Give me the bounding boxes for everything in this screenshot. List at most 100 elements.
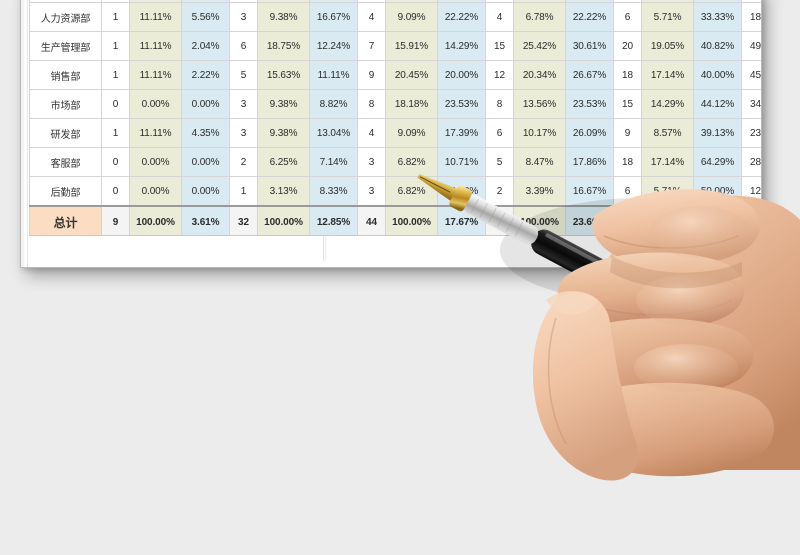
cell-g2-pct-a[interactable]: 6.25% <box>257 147 310 177</box>
cell-g2-count[interactable]: 2 <box>229 147 258 177</box>
cell-g1-count[interactable]: 9 <box>101 205 130 238</box>
cell-department[interactable]: 后勤部 <box>29 176 102 207</box>
cell-g4-pct-a[interactable]: 6.78% <box>513 2 566 32</box>
cell-total-count[interactable]: 249 <box>741 205 761 238</box>
cell-g4-pct-a[interactable]: 13.56% <box>513 89 566 119</box>
cell-g1-pct-b[interactable]: 0.00% <box>181 147 230 177</box>
cell-g3-count[interactable]: 3 <box>357 147 386 177</box>
cell-g5-pct-b[interactable]: 40.82% <box>693 31 742 61</box>
cell-g2-count[interactable]: 1 <box>229 176 258 207</box>
cell-g4-count[interactable]: 6 <box>485 118 514 148</box>
cell-g5-count[interactable]: 9 <box>613 118 642 148</box>
cell-department[interactable]: 客服部 <box>29 147 102 177</box>
cell-g2-count[interactable]: 32 <box>229 205 258 238</box>
cell-g3-pct-b[interactable]: 17.67% <box>437 205 486 238</box>
cell-g3-pct-a[interactable]: 20.45% <box>385 60 438 90</box>
cell-g5-pct-a[interactable]: 8.57% <box>641 118 694 148</box>
cell-g5-count[interactable]: 6 <box>613 176 642 207</box>
cell-g5-pct-a[interactable]: 5.71% <box>641 176 694 207</box>
cell-g4-pct-b[interactable]: 23.53% <box>565 89 614 119</box>
cell-g2-count[interactable]: 3 <box>229 118 258 148</box>
cell-g5-pct-a[interactable]: 17.14% <box>641 147 694 177</box>
cell-g3-pct-b[interactable]: 22.22% <box>437 2 486 32</box>
cell-g3-pct-b[interactable]: 14.29% <box>437 31 486 61</box>
table-row[interactable]: 客服部 0 0.00% 0.00% 2 6.25% 7.14% 3 6.82% … <box>29 147 761 177</box>
cell-g5-pct-b[interactable]: 64.29% <box>693 147 742 177</box>
cell-g1-pct-a[interactable]: 100.00% <box>129 205 182 238</box>
table-total-row[interactable]: 总计 9 100.00% 3.61% 32 100.00% 12.85% 44 … <box>29 205 761 238</box>
cell-g2-count[interactable]: 3 <box>229 2 258 32</box>
cell-g4-pct-a[interactable]: 20.34% <box>513 60 566 90</box>
cell-total-count[interactable]: 18 <box>741 2 761 32</box>
cell-g3-pct-a[interactable]: 9.09% <box>385 2 438 32</box>
sheet-empty-rows[interactable] <box>29 235 755 261</box>
cell-g5-count[interactable]: 15 <box>613 89 642 119</box>
cell-g1-pct-b[interactable]: 2.22% <box>181 60 230 90</box>
cell-g1-count[interactable]: 1 <box>101 60 130 90</box>
cell-g2-pct-b[interactable]: 7.14% <box>309 147 358 177</box>
cell-g3-count[interactable]: 3 <box>357 176 386 207</box>
cell-g4-pct-a[interactable]: 8.47% <box>513 147 566 177</box>
cell-g2-pct-a[interactable]: 18.75% <box>257 31 310 61</box>
table-row[interactable]: 市场部 0 0.00% 0.00% 3 9.38% 8.82% 8 18.18%… <box>29 89 761 119</box>
cell-g1-pct-a[interactable]: 0.00% <box>129 176 182 207</box>
cell-g4-pct-b[interactable]: 30.61% <box>565 31 614 61</box>
cell-g4-count[interactable]: 4 <box>485 2 514 32</box>
table-row[interactable]: 生产管理部 1 11.11% 2.04% 6 18.75% 12.24% 7 1… <box>29 31 761 61</box>
cell-g5-pct-b[interactable]: 44.12% <box>693 89 742 119</box>
table-row[interactable]: 后勤部 0 0.00% 0.00% 1 3.13% 8.33% 3 6.82% … <box>29 176 761 207</box>
cell-total-count[interactable]: 34 <box>741 89 761 119</box>
table-row[interactable]: 研发部 1 11.11% 4.35% 3 9.38% 13.04% 4 9.09… <box>29 118 761 148</box>
cell-g1-pct-b[interactable]: 2.04% <box>181 31 230 61</box>
cell-g2-pct-a[interactable]: 15.63% <box>257 60 310 90</box>
cell-g3-pct-b[interactable]: 23.53% <box>437 89 486 119</box>
cell-g1-count[interactable]: 1 <box>101 2 130 32</box>
cell-g5-pct-b[interactable]: 50.00% <box>693 176 742 207</box>
cell-g1-pct-b[interactable]: 0.00% <box>181 89 230 119</box>
cell-total-label[interactable]: 总计 <box>29 205 102 238</box>
cell-g2-pct-b[interactable]: 11.11% <box>309 60 358 90</box>
table-row[interactable]: 销售部 1 11.11% 2.22% 5 15.63% 11.11% 9 20.… <box>29 60 761 90</box>
cell-g1-count[interactable]: 0 <box>101 147 130 177</box>
cell-g1-pct-b[interactable]: 4.35% <box>181 118 230 148</box>
cell-g4-count[interactable]: 12 <box>485 60 514 90</box>
cell-g1-pct-a[interactable]: 0.00% <box>129 147 182 177</box>
cell-g4-pct-b[interactable]: 26.09% <box>565 118 614 148</box>
department-statistics-table[interactable]: 财务部 1 11.11% 7.14% 3 9.38% 21.43% 2 4.55… <box>29 0 761 238</box>
cell-g2-pct-a[interactable]: 9.38% <box>257 118 310 148</box>
cell-total-count[interactable]: 12 <box>741 176 761 207</box>
cell-g3-pct-b[interactable]: 10.71% <box>437 147 486 177</box>
cell-g1-count[interactable]: 0 <box>101 89 130 119</box>
cell-g5-pct-a[interactable]: 19.05% <box>641 31 694 61</box>
cell-g2-count[interactable]: 6 <box>229 31 258 61</box>
cell-g2-pct-a[interactable]: 9.38% <box>257 89 310 119</box>
table-row[interactable]: 人力资源部 1 11.11% 5.56% 3 9.38% 16.67% 4 9.… <box>29 2 761 32</box>
cell-g3-count[interactable]: 8 <box>357 89 386 119</box>
cell-g2-pct-b[interactable]: 8.82% <box>309 89 358 119</box>
cell-g5-pct-b[interactable]: 33.33% <box>693 2 742 32</box>
cell-g5-count[interactable]: 18 <box>613 60 642 90</box>
cell-g2-pct-b[interactable]: 8.33% <box>309 176 358 207</box>
cell-g3-pct-a[interactable]: 9.09% <box>385 118 438 148</box>
sheet-area[interactable]: 财务部 1 11.11% 7.14% 3 9.38% 21.43% 2 4.55… <box>29 0 761 238</box>
cell-g4-count[interactable]: 15 <box>485 31 514 61</box>
cell-g5-pct-a[interactable]: 14.29% <box>641 89 694 119</box>
cell-g4-pct-a[interactable]: 10.17% <box>513 118 566 148</box>
cell-g4-pct-a[interactable]: 3.39% <box>513 176 566 207</box>
cell-g3-pct-a[interactable]: 18.18% <box>385 89 438 119</box>
cell-g2-pct-b[interactable]: 12.24% <box>309 31 358 61</box>
cell-total-count[interactable]: 23 <box>741 118 761 148</box>
cell-department[interactable]: 市场部 <box>29 89 102 119</box>
cell-g2-pct-b[interactable]: 16.67% <box>309 2 358 32</box>
cell-g3-count[interactable]: 4 <box>357 2 386 32</box>
cell-g3-pct-b[interactable]: 17.39% <box>437 118 486 148</box>
cell-g4-pct-b[interactable]: 23.69% <box>565 205 614 238</box>
cell-g2-pct-a[interactable]: 3.13% <box>257 176 310 207</box>
cell-g1-pct-b[interactable]: 3.61% <box>181 205 230 238</box>
cell-g1-pct-b[interactable]: 0.00% <box>181 176 230 207</box>
cell-g5-pct-a[interactable]: 17.14% <box>641 60 694 90</box>
cell-department[interactable]: 销售部 <box>29 60 102 90</box>
cell-g3-pct-b[interactable]: 25.00% <box>437 176 486 207</box>
cell-g4-count[interactable]: 5 <box>485 147 514 177</box>
cell-g1-pct-a[interactable]: 11.11% <box>129 60 182 90</box>
